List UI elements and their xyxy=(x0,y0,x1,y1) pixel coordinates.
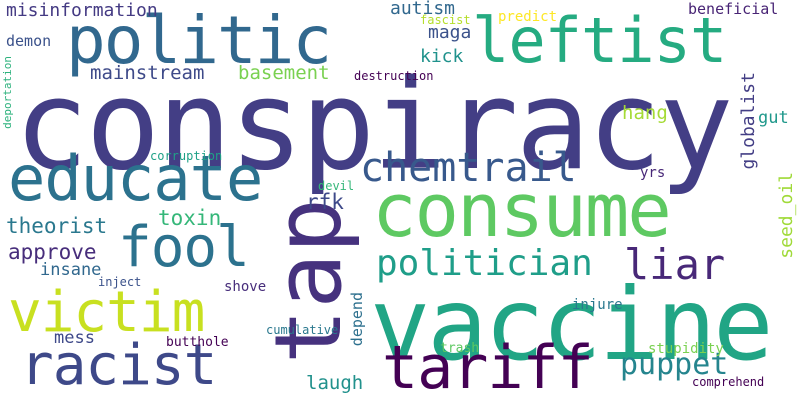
word: demon xyxy=(6,32,52,50)
word: basement xyxy=(238,62,330,84)
word: deportation xyxy=(1,56,14,129)
word: insane xyxy=(40,260,102,280)
word: cumulative xyxy=(266,323,339,337)
word: chemtrail xyxy=(360,145,577,191)
word: toxin xyxy=(158,206,222,230)
word: autism xyxy=(390,0,456,19)
word: beneficial xyxy=(688,0,779,18)
word: misinformation xyxy=(6,0,158,21)
word: globalist xyxy=(738,72,759,170)
word: mainstream xyxy=(90,62,205,84)
word: theorist xyxy=(6,214,108,238)
word: tap xyxy=(255,198,362,365)
word: victim xyxy=(8,280,205,345)
word: politic xyxy=(66,2,332,79)
word: gut xyxy=(758,108,789,128)
word: hang xyxy=(622,102,668,124)
word: tariff xyxy=(382,333,594,400)
word: injure xyxy=(572,297,623,313)
word: fool xyxy=(118,215,250,280)
word: fascist xyxy=(420,13,471,27)
word: leftist xyxy=(472,4,727,77)
word: shove xyxy=(224,279,267,295)
word: inject xyxy=(98,275,142,289)
word: puppet xyxy=(620,347,729,382)
word: educate xyxy=(8,142,263,215)
word: racist xyxy=(20,333,217,398)
word: seed_oil xyxy=(776,172,797,259)
word: consume xyxy=(372,168,672,254)
word: maga xyxy=(428,22,472,43)
word: politician xyxy=(376,243,593,284)
word: butthole xyxy=(166,335,229,350)
word: yrs xyxy=(640,165,666,181)
word: comprehend xyxy=(692,375,765,389)
word: vaccine xyxy=(370,266,773,383)
word: mess xyxy=(54,328,95,348)
word: destruction xyxy=(354,69,434,83)
word: liar xyxy=(624,240,726,289)
word: laugh xyxy=(306,372,364,394)
word: kick xyxy=(420,46,464,67)
word: conspiracy xyxy=(14,54,734,198)
word: devil xyxy=(318,179,355,193)
word: corruption xyxy=(150,149,223,163)
word: depend xyxy=(348,292,366,347)
word: rfk xyxy=(306,190,344,214)
word: stupidity xyxy=(648,341,724,357)
word: trash xyxy=(440,341,480,356)
word: predict xyxy=(498,9,558,25)
word: approve xyxy=(8,240,97,264)
